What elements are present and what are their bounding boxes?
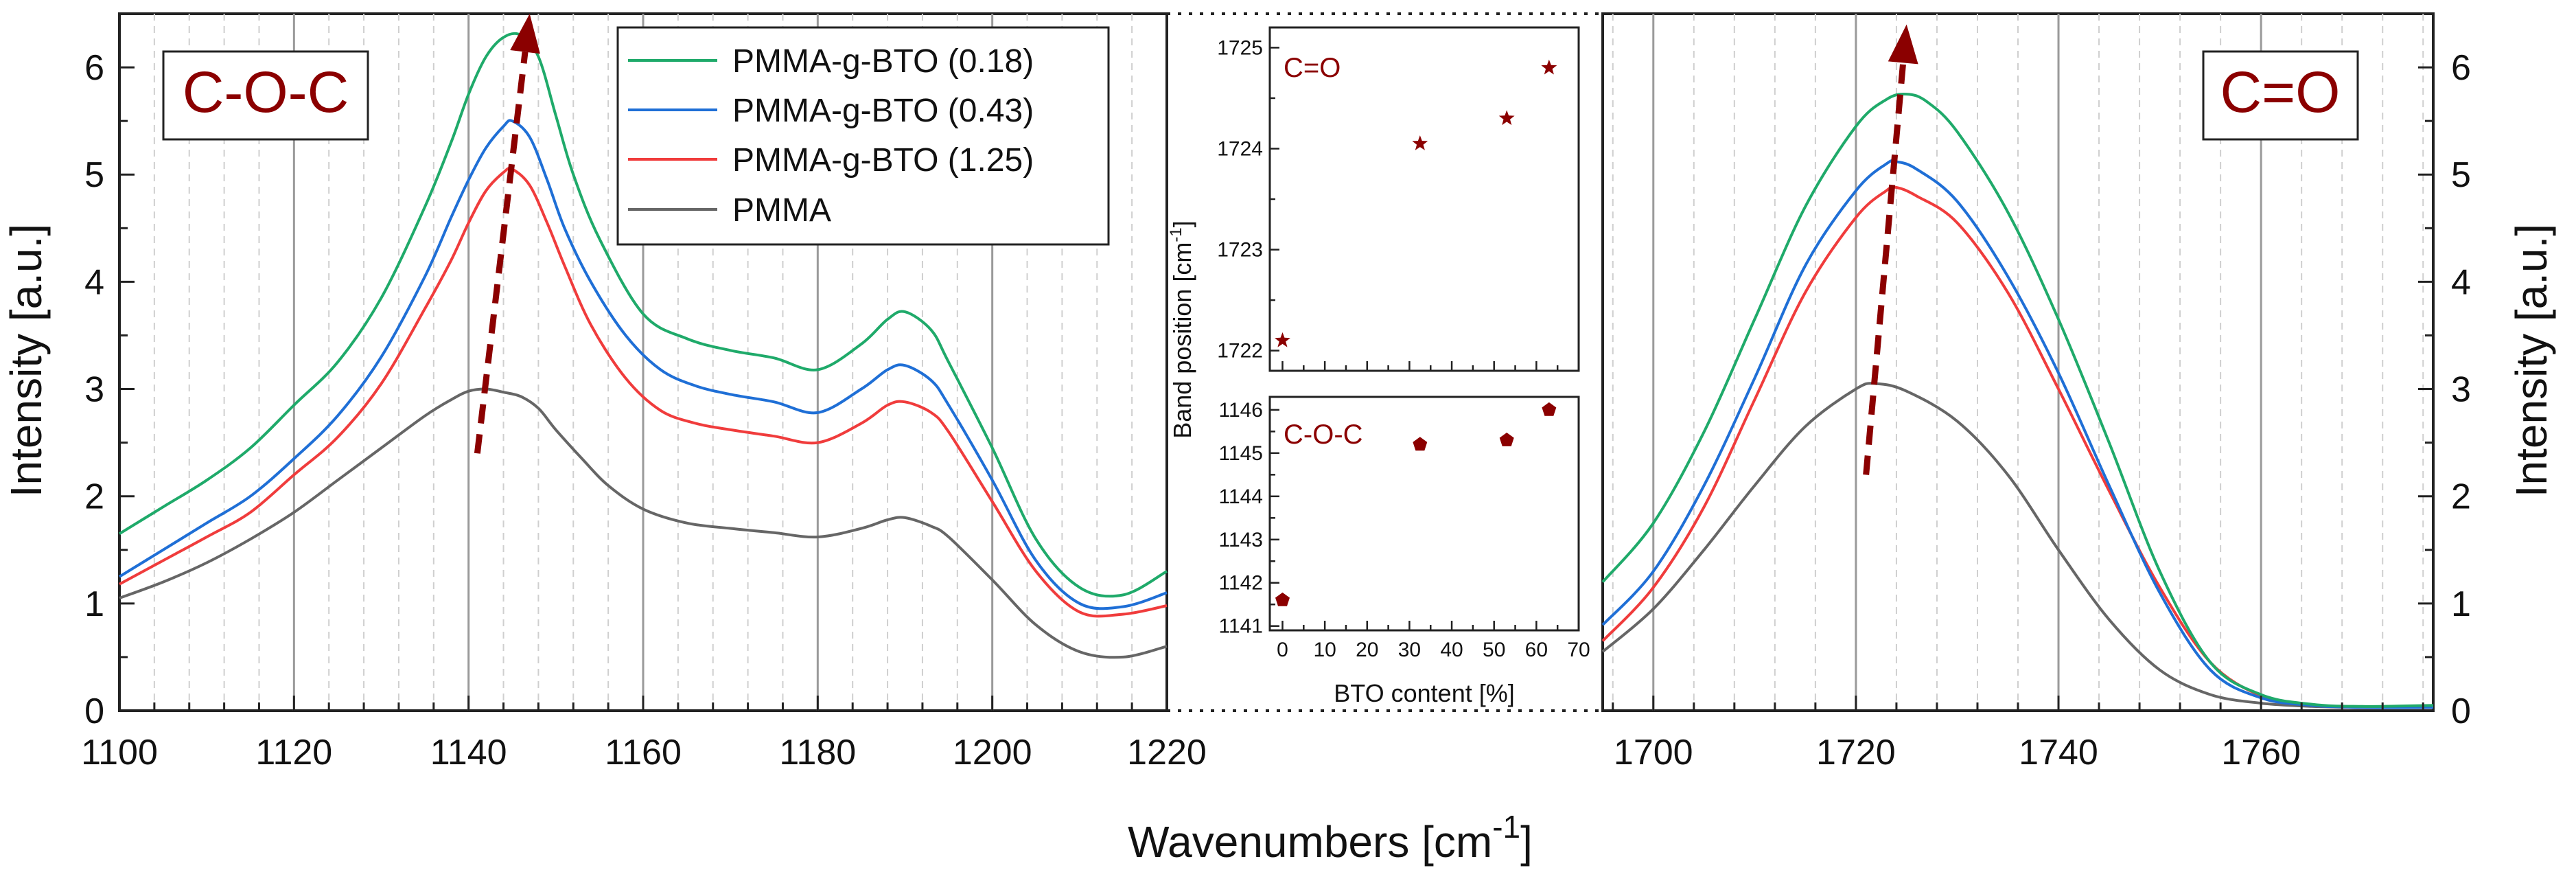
inset-y-axis-title-sup: -1 (1167, 227, 1185, 242)
inset-data-point (1499, 433, 1514, 446)
inset-y-axis-title-tail: ] (1168, 220, 1196, 227)
inset-top-annotation: C=O (1284, 53, 1341, 83)
x-tick-label: 1740 (2019, 733, 2098, 772)
x-tick-label: 1200 (953, 733, 1032, 772)
x-axis-title-sup: -1 (1492, 809, 1520, 845)
left-ticks: 1100 1120 1140 1160 1180 1200 1220 0 1 2 3 4 5 6 (81, 12, 1207, 772)
x-tick-label: 1120 (255, 733, 332, 772)
inset-bottom-ticks: 0 10 20 30 40 50 60 70 1141 1142 1143 1144 1145 1146 (1218, 399, 1590, 661)
inset-x-tick-label: 40 (1440, 639, 1463, 661)
x-tick-label: 1160 (605, 733, 682, 772)
y-tick-label: 2 (2451, 477, 2471, 517)
inset-data-point (1498, 110, 1515, 126)
series-line-pmma-g-bto-0-43 (118, 119, 1168, 610)
inset-x-tick-label: 60 (1525, 639, 1548, 661)
inset-data-point (1413, 437, 1428, 451)
inset-x-tick-label: 10 (1313, 639, 1336, 661)
right-annotation-box (2202, 50, 2359, 141)
inset-y-tick-label: 1144 (1218, 485, 1263, 508)
y-tick-label: 5 (2451, 155, 2471, 195)
inset-data-point (1275, 332, 1290, 347)
y-tick-label: 3 (84, 370, 104, 410)
series-line-pmma-g-bto-0-18 (1601, 92, 2434, 708)
inset-cooc-band-position: 0 10 20 30 40 50 60 70114111421143114411451146 … (1218, 396, 1590, 707)
shift-arrow-shaft (474, 51, 529, 454)
inset-x-tick-label: 0 (1277, 639, 1288, 661)
left-panel-cooc: 1100 1120 1140 1160 1180 1200 1220 0 1 2 3 4 5 6 C-O-… (1, 12, 1207, 772)
legend-item-125: PMMA-g-BTO (1.25) (732, 142, 1034, 179)
series-line-pmma-g-bto-0-18 (118, 32, 1168, 598)
inset-y-tick-label: 1724 (1217, 137, 1263, 160)
inset-y-tick-label: 1143 (1218, 529, 1263, 551)
inset-y-axis-title-main: Band position [cm (1168, 242, 1196, 439)
series-line-pmma (119, 387, 1168, 659)
inset-y-tick-label: 1722 (1217, 340, 1263, 363)
series-line-pmma-g-bto-1-25 (119, 167, 1168, 618)
x-axis-title: Wavenumbers [cm-1] (1128, 809, 1533, 867)
inset-data-point (1412, 135, 1428, 150)
inset-data-point (1541, 59, 1557, 75)
legend-item-pmma: PMMA (732, 192, 831, 229)
inset-bottom-points (1275, 402, 1557, 606)
inset-x-axis-title: BTO content [%] (1334, 679, 1514, 707)
inset-y-tick-label: 1725 (1217, 36, 1263, 59)
x-tick-label: 1700 (1614, 733, 1693, 772)
y-tick-label: 0 (84, 691, 104, 731)
inset-top-ticks: 1722 1723 1724 1725 (1217, 36, 1580, 371)
series-line-pmma-g-bto-0-43 (1601, 159, 2434, 709)
right-ticks: 1700 1720 1740 1760 0 1 2 3 4 5 6 (1612, 12, 2471, 772)
inset-y-tick-label: 1141 (1218, 615, 1263, 638)
y-tick-label: 3 (2451, 370, 2471, 410)
left-annotation-label: C-O-C (183, 60, 349, 124)
inset-bottom-annotation: C-O-C (1284, 420, 1363, 450)
x-tick-label: 1220 (1127, 733, 1207, 772)
shift-arrow-head (1888, 24, 1918, 65)
x-axis-title-main: Wavenumbers [cm (1128, 817, 1492, 867)
y-tick-label: 0 (2451, 691, 2471, 731)
left-y-axis-title: Intensity [a.u.] (1, 224, 51, 497)
shift-arrow-shaft (1863, 62, 1907, 475)
inset-x-tick-label: 30 (1398, 639, 1421, 661)
inset-top-frame (1268, 26, 1580, 372)
x-tick-label: 1180 (779, 733, 856, 772)
inset-bottom-frame (1268, 396, 1580, 632)
inset-x-tick-label: 70 (1567, 639, 1590, 661)
inset-data-point (1542, 402, 1557, 416)
legend-item-018: PMMA-g-BTO (0.18) (732, 43, 1034, 80)
right-panel-co: 1700 1720 1740 1760 0 1 2 3 4 5 6 C=O Intensity [a… (1601, 12, 2556, 772)
inset-co-band-position: 1722 1723 1724 1725 C=O (1217, 26, 1580, 372)
x-tick-label: 1140 (430, 733, 507, 772)
inset-x-tick-label: 20 (1356, 639, 1378, 661)
inset-top-points (1275, 59, 1557, 347)
legend: PMMA-g-BTO (0.18) PMMA-g-BTO (0.43) PMMA… (616, 26, 1110, 246)
inset-y-tick-label: 1723 (1217, 239, 1263, 262)
inset-data-point (1275, 592, 1290, 606)
y-tick-label: 2 (84, 477, 104, 517)
x-tick-label: 1100 (81, 733, 158, 772)
y-tick-label: 4 (84, 262, 104, 302)
right-y-axis-title: Intensity [a.u.] (2507, 224, 2556, 497)
right-shift-arrow (1863, 24, 1918, 475)
y-tick-label: 1 (2451, 584, 2471, 624)
y-tick-label: 1 (84, 584, 104, 624)
y-tick-label: 6 (2451, 48, 2471, 88)
inset-y-axis-title: Band position [cm-1] (1167, 220, 1196, 439)
left-shift-arrow (474, 14, 540, 454)
left-series (118, 32, 1168, 659)
inset-x-tick-label: 50 (1483, 639, 1505, 661)
inset-y-tick-label: 1142 (1218, 572, 1263, 595)
x-axis-title-tail: ] (1520, 817, 1533, 867)
shift-arrow-head (510, 14, 540, 54)
right-annotation-label: C=O (2220, 60, 2340, 124)
x-tick-label: 1720 (1816, 733, 1896, 772)
left-annotation-box (162, 50, 369, 141)
inset-y-tick-label: 1146 (1218, 399, 1263, 422)
y-tick-label: 5 (84, 155, 104, 195)
x-tick-label: 1760 (2221, 733, 2301, 772)
legend-item-043: PMMA-g-BTO (0.43) (732, 93, 1034, 129)
y-tick-label: 6 (84, 48, 104, 88)
inset-y-tick-label: 1145 (1218, 442, 1263, 465)
y-tick-label: 4 (2451, 262, 2471, 302)
